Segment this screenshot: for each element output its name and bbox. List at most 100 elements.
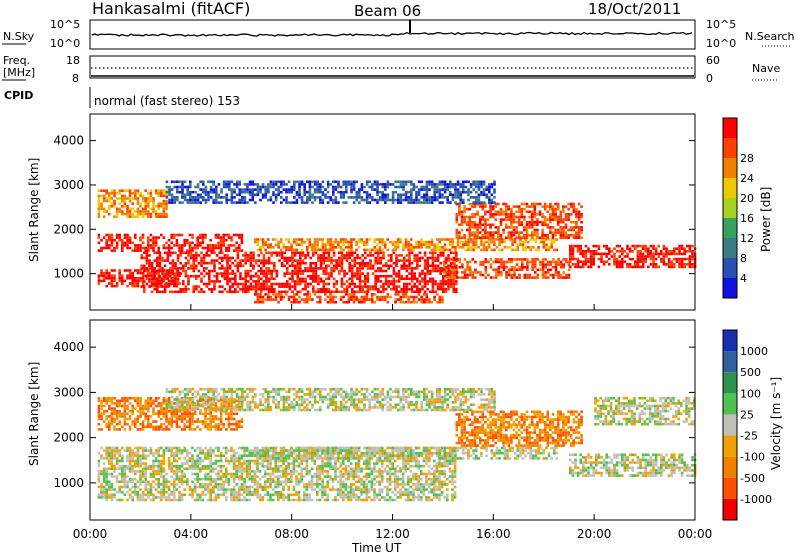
power-echo-cell [562,205,565,208]
velocity-echo-cell [274,485,277,489]
power-echo-cell [379,261,383,265]
power-echo-cell [259,188,262,191]
power-echo-cell [283,272,286,275]
power-echo-cell [148,254,151,257]
power-echo-cell [425,196,429,199]
power-echo-cell [507,218,511,221]
power-echo-cell [356,269,359,273]
power-echo-cell [487,273,490,277]
velocity-echo-cell [193,490,197,494]
power-echo-cell [239,274,242,278]
velocity-echo-cell [269,472,272,476]
power-echo-cell [569,247,572,250]
power-echo-cell [665,255,668,258]
velocity-echo-cell [243,454,246,458]
power-echo-cell [321,238,325,241]
power-echo-cell [165,205,168,208]
power-echo-cell [378,238,382,241]
power-echo-cell [448,258,451,261]
power-echo-cell [497,265,501,269]
power-echo-cell [97,236,101,239]
power-echo-cell [128,282,132,285]
power-echo-cell [489,265,493,269]
power-echo-cell [662,247,666,250]
velocity-echo-cell [256,467,259,471]
velocity-echo-cell [134,483,137,486]
velocity-echo-cell [274,475,277,478]
power-echo-cell [256,243,260,246]
power-echo-cell [562,258,566,261]
power-echo-cell [324,298,327,301]
velocity-echo-cell [152,459,155,463]
velocity-echo-cell [139,462,142,465]
velocity-echo-cell [217,483,220,486]
power-echo-cell [316,188,319,191]
velocity-echo-cell [256,470,259,473]
power-echo-cell [325,287,328,291]
power-echo-cell [148,280,151,283]
power-echo-cell [121,210,124,213]
velocity-echo-cell [217,459,220,463]
power-echo-cell [231,256,234,260]
power-echo-cell [319,267,323,270]
power-echo-cell [247,285,250,288]
power-echo-cell [463,268,467,272]
velocity-echo-cell [178,446,181,450]
power-echo-cell [182,280,185,283]
velocity-echo-cell [139,488,142,491]
power-echo-cell [327,287,331,291]
power-echo-cell [433,243,436,246]
power-echo-cell [467,190,470,194]
power-echo-cell [368,298,371,301]
velocity-echo-cell [196,475,199,478]
power-echo-cell [108,246,111,250]
power-echo-cell [526,246,530,249]
velocity-echo-cell [191,490,194,494]
velocity-echo-cell [279,459,283,463]
power-echo-cell [418,280,422,283]
power-echo-cell [162,246,166,250]
power-echo-cell [136,202,140,205]
power-echo-cell [282,188,286,191]
velocity-echo-cell [240,493,244,497]
power-echo-cell [205,261,208,265]
power-echo-cell [435,246,439,249]
velocity-echo-cell [136,454,140,458]
power-echo-cell [291,280,294,283]
power-echo-cell [192,269,195,273]
velocity-echo-cell [209,493,212,497]
power-echo-cell [410,196,413,199]
power-echo-cell [205,272,208,275]
power-echo-cell [344,300,348,304]
velocity-echo-cell [105,483,108,486]
power-echo-cell [163,282,167,286]
power-echo-cell [571,257,575,261]
power-echo-cell [195,267,198,270]
power-echo-cell [491,215,495,219]
power-echo-cell [228,287,232,291]
velocity-echo-cell [136,490,140,494]
power-echo-cell [417,188,421,191]
power-echo-cell [442,285,445,288]
power-echo-cell [191,236,194,239]
power-echo-cell [154,236,158,239]
power-echo-cell [377,254,380,257]
power-echo-cell [525,210,529,214]
power-echo-cell [350,190,353,194]
velocity-echo-cell [121,470,124,473]
power-echo-cell [546,226,550,229]
power-echo-cell [267,188,270,191]
power-echo-cell [510,215,513,219]
power-echo-cell [447,269,450,273]
power-echo-cell [410,269,414,273]
power-echo-cell [147,249,150,252]
power-echo-cell [360,238,364,241]
velocity-echo-cell [97,475,101,478]
power-echo-cell [344,293,348,296]
power-echo-cell [165,189,168,192]
velocity-echo-cell [157,490,160,494]
power-echo-cell [176,196,179,199]
power-echo-cell [361,285,364,288]
power-echo-cell [442,277,445,281]
power-echo-cell [296,280,299,283]
